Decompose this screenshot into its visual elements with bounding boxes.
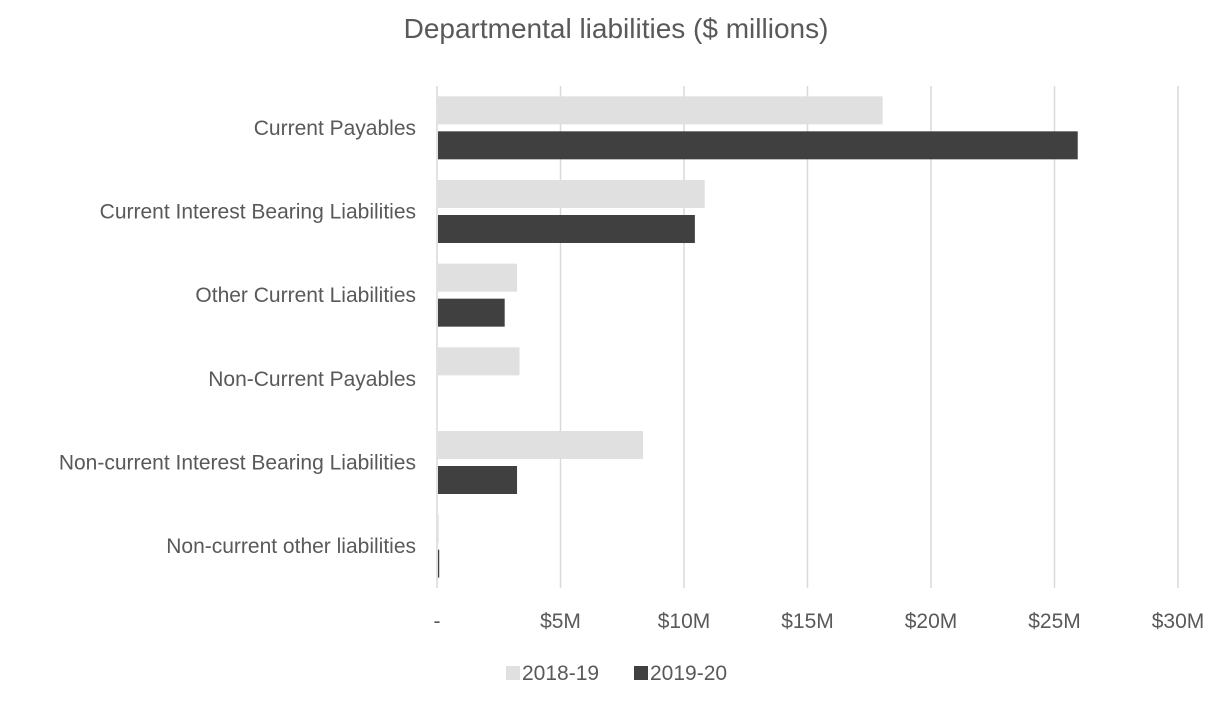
bar-non-current-other-liabilities-2018-19 bbox=[438, 514, 439, 543]
bars bbox=[438, 96, 1078, 578]
x-tick-label: $25M bbox=[1028, 610, 1081, 633]
category-label: Other Current Liabilities bbox=[195, 284, 416, 307]
bar-current-payables-2019-20 bbox=[438, 131, 1078, 160]
bar-current-interest-bearing-liabilities-2018-19 bbox=[438, 180, 705, 208]
category-label: Non-Current Payables bbox=[208, 368, 416, 391]
x-tick-label: - bbox=[434, 610, 441, 633]
category-labels: Current Payables Current Interest Bearing… bbox=[59, 117, 416, 558]
category-label: Non-current other liabilities bbox=[166, 535, 416, 558]
bar-other-current-liabilities-2019-20 bbox=[438, 298, 505, 327]
x-tick-label: $30M bbox=[1152, 610, 1205, 633]
x-tick-label: $10M bbox=[658, 610, 711, 633]
bar-non-current-interest-bearing-liabilities-2018-19 bbox=[438, 431, 644, 459]
bar-current-payables-2018-19 bbox=[438, 96, 883, 125]
legend-label-2019-20: 2019-20 bbox=[650, 662, 727, 685]
x-tick-label: $20M bbox=[905, 610, 958, 633]
x-tick-label: $15M bbox=[781, 610, 834, 633]
category-label: Current Interest Bearing Liabilities bbox=[100, 201, 416, 224]
chart-title: Departmental liabilities ($ millions) bbox=[404, 13, 829, 44]
bar-non-current-payables-2018-19 bbox=[438, 347, 520, 376]
bar-current-interest-bearing-liabilities-2019-20 bbox=[438, 215, 695, 243]
legend-label-2018-19: 2018-19 bbox=[522, 662, 599, 685]
x-axis-tick-labels: - $5M $10M $15M $20M $25M $30M bbox=[434, 610, 1205, 633]
legend: 2018-19 2019-20 bbox=[506, 662, 727, 685]
bar-other-current-liabilities-2018-19 bbox=[438, 263, 518, 292]
legend-swatch-2019-20 bbox=[634, 666, 648, 680]
legend-swatch-2018-19 bbox=[506, 666, 520, 680]
category-label: Current Payables bbox=[254, 117, 416, 140]
gridlines bbox=[436, 86, 1179, 588]
bar-non-current-interest-bearing-liabilities-2019-20 bbox=[438, 466, 518, 494]
category-label: Non-current Interest Bearing Liabilities bbox=[59, 452, 416, 475]
x-tick-label: $5M bbox=[540, 610, 581, 633]
bar-non-current-other-liabilities-2019-20 bbox=[438, 549, 440, 578]
